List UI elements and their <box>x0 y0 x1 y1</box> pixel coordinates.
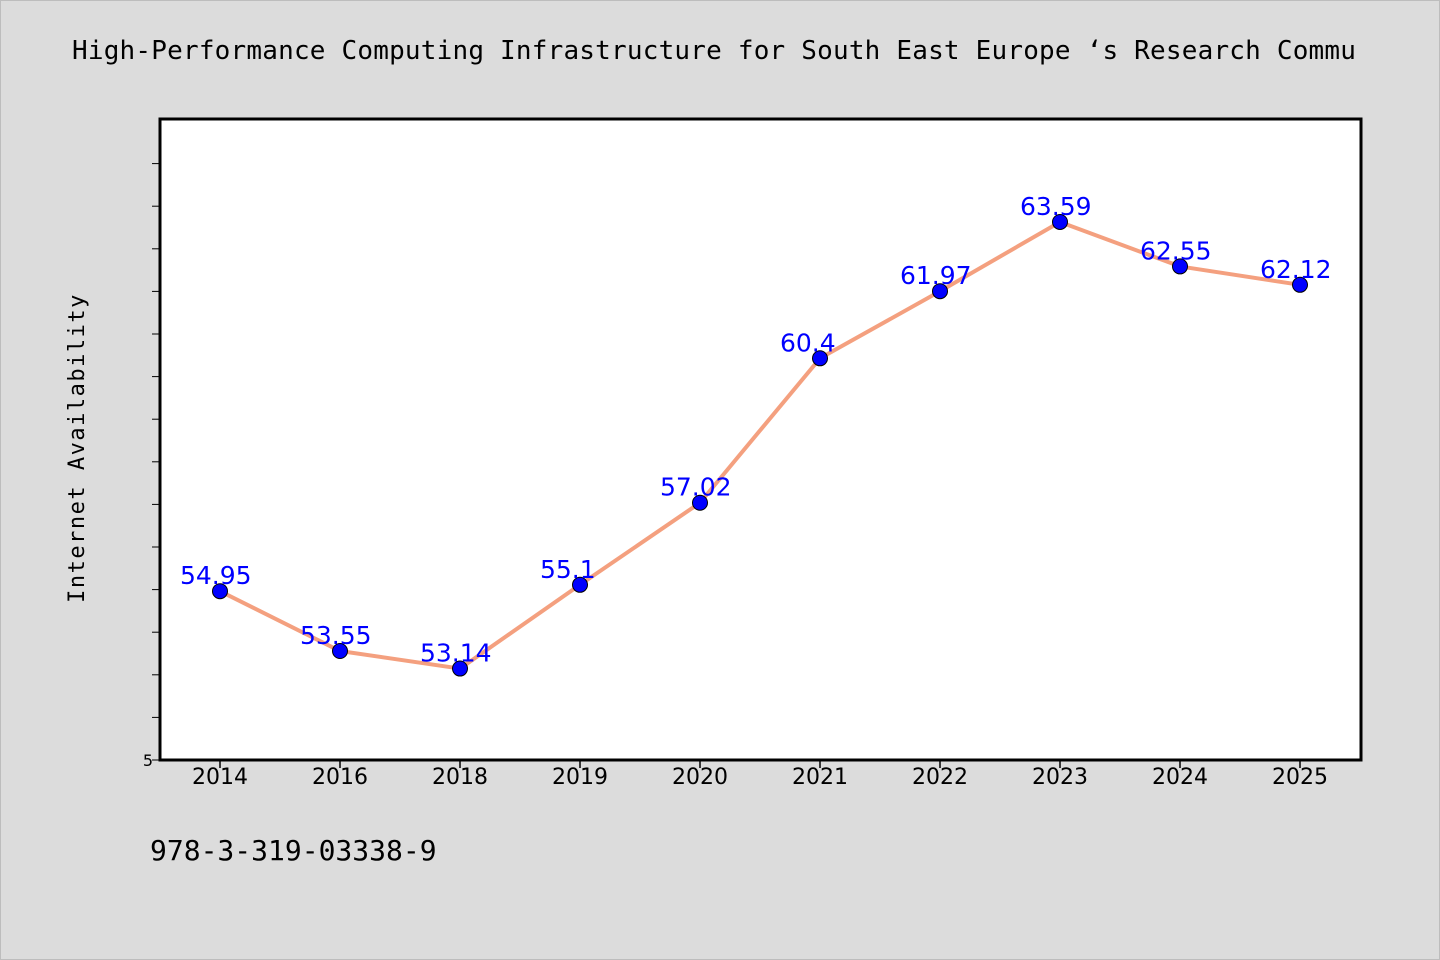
x-tick-label: 2024 <box>1152 765 1208 790</box>
y-axis-label: Internet Availability <box>65 293 90 603</box>
x-tick-label: 2021 <box>792 765 848 790</box>
data-point <box>692 494 708 511</box>
data-label: 53.55 <box>300 621 372 650</box>
data-point <box>452 660 468 677</box>
x-tick-label: 2018 <box>432 765 488 790</box>
data-label: 53.14 <box>420 639 492 668</box>
y-axis-ticks: 5 <box>143 163 160 770</box>
isbn-caption: 978-3-319-03338-9 <box>150 834 437 867</box>
data-point <box>932 283 948 300</box>
data-label: 55.1 <box>540 555 596 584</box>
data-point <box>572 576 588 593</box>
series-line <box>219 219 1301 671</box>
data-point <box>332 643 348 660</box>
data-point <box>1172 258 1188 275</box>
x-tick-label: 2016 <box>312 765 368 790</box>
series-group: 54.95 53.55 53.14 55.1 57.02 60.4 61.97 63.59 62… <box>180 192 1332 677</box>
data-label: 60.4 <box>780 328 836 357</box>
data-point <box>212 583 228 600</box>
data-label: 61.97 <box>900 261 972 290</box>
chart-title: High-Performance Computing Infrastructur… <box>72 36 1357 66</box>
data-label: 63.59 <box>1020 192 1092 221</box>
x-tick-label: 2023 <box>1032 765 1088 790</box>
data-point <box>812 350 828 367</box>
data-point <box>1292 276 1308 293</box>
x-tick-label: 2020 <box>672 765 728 790</box>
data-label: 54.95 <box>180 561 252 590</box>
y-tick-label: 5 <box>143 751 153 770</box>
x-tick-label: 2014 <box>192 765 248 790</box>
x-tick-label: 2019 <box>552 765 608 790</box>
x-tick-label: 2025 <box>1272 765 1328 790</box>
data-label: 62.55 <box>1140 236 1212 265</box>
x-tick-label: 2022 <box>912 765 968 790</box>
x-axis-ticks: 2014 2016 2018 2019 2020 2021 2022 2023 2024 2025 <box>192 760 1328 790</box>
plot-area <box>158 117 1363 762</box>
data-label: 62.12 <box>1260 255 1332 284</box>
data-point <box>1052 213 1068 230</box>
data-label: 57.02 <box>660 473 732 502</box>
